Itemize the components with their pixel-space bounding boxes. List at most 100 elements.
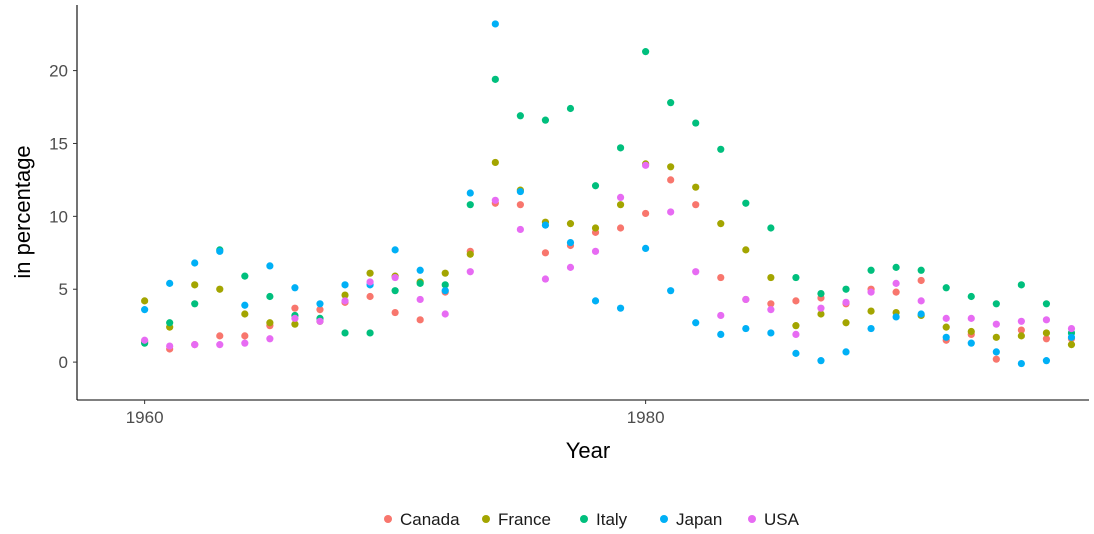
data-point [416, 316, 424, 324]
x-tick-label: 1980 [627, 408, 665, 427]
data-point [892, 288, 900, 296]
data-point [241, 301, 249, 309]
data-point [642, 161, 650, 169]
data-point [917, 266, 925, 274]
data-point [341, 329, 349, 337]
data-point [391, 308, 399, 317]
data-point [967, 314, 975, 322]
data-point [291, 304, 299, 312]
data-point [1067, 324, 1076, 333]
series-france [141, 158, 1076, 349]
data-point [867, 307, 875, 315]
data-point [216, 247, 224, 255]
data-point [541, 116, 550, 124]
y-ticks: 0 5 10 15 20 [49, 62, 77, 372]
data-point [692, 268, 700, 276]
data-point [516, 225, 524, 234]
data-point [1017, 359, 1025, 368]
data-point [141, 336, 149, 344]
data-point [591, 247, 600, 255]
data-point [541, 249, 550, 257]
data-point [667, 208, 675, 216]
data-point [216, 341, 224, 349]
legend-label: Canada [400, 510, 460, 529]
data-point [441, 269, 449, 277]
data-point [692, 119, 700, 127]
data-point [616, 144, 625, 152]
data-point [942, 333, 950, 341]
data-point [266, 262, 274, 270]
data-point [967, 327, 975, 336]
legend-key [580, 515, 588, 523]
data-point [591, 224, 600, 232]
legend-item-usa: USA [748, 510, 800, 529]
data-point [516, 187, 524, 196]
data-point [1042, 329, 1051, 337]
data-point [792, 273, 800, 282]
data-point [842, 285, 850, 293]
data-point [516, 201, 524, 209]
data-point [892, 313, 900, 321]
data-point [341, 281, 349, 289]
data-point [842, 298, 850, 306]
data-point [316, 306, 324, 314]
data-point [366, 278, 374, 286]
data-point [992, 320, 1000, 328]
data-point [141, 297, 149, 305]
data-point [391, 287, 399, 295]
legend-label: Japan [676, 510, 722, 529]
data-point [842, 348, 850, 356]
data-point [742, 246, 750, 254]
data-point [241, 332, 249, 340]
data-point [867, 266, 875, 274]
data-point [692, 201, 700, 209]
data-point [566, 220, 575, 228]
data-point [616, 193, 625, 201]
data-point [191, 281, 199, 289]
series-canada [141, 176, 1076, 363]
data-point [917, 310, 925, 318]
axes [76, 5, 1089, 401]
data-point [566, 238, 575, 247]
data-point [767, 224, 775, 232]
data-point [416, 279, 424, 287]
data-point [191, 300, 199, 308]
legend-key [482, 515, 490, 523]
series-japan [141, 20, 1076, 368]
data-point [366, 292, 374, 301]
data-point [792, 297, 800, 305]
data-point [541, 221, 550, 229]
data-point [967, 339, 975, 347]
data-point [817, 357, 825, 365]
data-point [441, 281, 449, 289]
data-point [341, 297, 349, 305]
data-point [667, 163, 675, 171]
data-point [416, 266, 424, 274]
data-point [491, 20, 499, 28]
legend-label: USA [764, 510, 800, 529]
data-point [642, 209, 650, 218]
data-point [491, 196, 499, 204]
data-point [1017, 281, 1025, 289]
legend: Canada France Italy Japan USA [384, 510, 800, 529]
data-points [141, 20, 1076, 368]
data-point [366, 269, 374, 277]
data-point [1042, 335, 1051, 343]
data-point [566, 263, 575, 271]
data-point [917, 297, 925, 305]
data-point [1042, 357, 1051, 365]
data-point [742, 199, 750, 207]
data-point [792, 322, 800, 330]
data-point [266, 319, 274, 327]
data-point [1017, 317, 1025, 325]
data-point [767, 329, 775, 337]
data-point [241, 310, 249, 318]
data-point [466, 189, 474, 197]
legend-item-japan: Japan [660, 510, 722, 529]
data-point [591, 182, 600, 190]
data-point [792, 349, 800, 357]
data-point [616, 201, 625, 209]
y-tick-label: 20 [49, 62, 68, 81]
x-ticks: 196019802000 [126, 400, 665, 427]
